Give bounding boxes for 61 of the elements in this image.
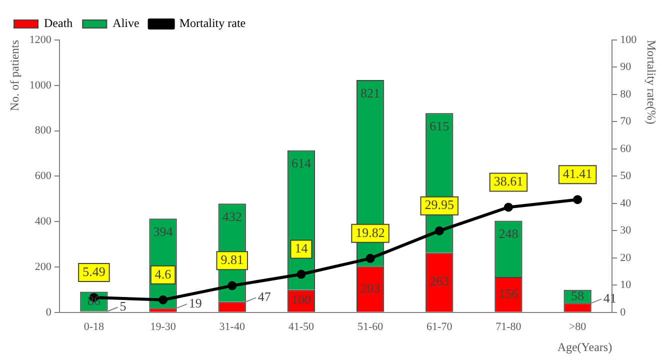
y-tick-label: 600: [34, 170, 52, 182]
data-label: 41.41: [562, 166, 592, 182]
data-label: 263: [430, 274, 450, 289]
y-axis-title: No. of patients: [7, 40, 22, 111]
data-label: 615: [430, 118, 450, 134]
point: [573, 195, 582, 204]
x-axis-title: Age(Years): [557, 340, 612, 354]
legend-label: Death: [44, 16, 73, 30]
data-label: 248: [498, 226, 518, 242]
y2-tick-label: 10: [620, 279, 632, 292]
data-label: 19: [188, 296, 202, 311]
y2-tick-label: 100: [620, 34, 638, 46]
data-label: 432: [222, 209, 242, 224]
data-label: 5.49: [82, 264, 106, 279]
data-label: 58: [571, 288, 584, 303]
y2-tick-label: 80: [620, 88, 632, 100]
x-tick-label: 61-70: [426, 320, 453, 333]
y-tick-label: 0: [46, 306, 52, 318]
point: [228, 281, 237, 290]
y2-tick-label: 40: [620, 197, 632, 210]
y-tick-label: 1000: [29, 79, 52, 92]
x-tick-label: 71-80: [496, 320, 522, 333]
x-tick-label: 51-60: [357, 320, 384, 333]
y2-axis-title: Mortality rate(%): [644, 40, 659, 124]
y2-tick-label: 60: [620, 142, 632, 155]
y-tick-label: 1200: [29, 34, 52, 46]
data-label: 38.61: [494, 174, 524, 189]
y-tick-label: 200: [34, 260, 52, 273]
x-tick-label: 0-18: [84, 320, 105, 333]
data-label: 14: [294, 240, 308, 256]
y-tick-label: 800: [34, 124, 52, 137]
y2-tick-label: 0: [620, 306, 626, 318]
y2-tick-label: 70: [620, 116, 632, 128]
x-tick-label: 31-40: [219, 320, 246, 333]
x-tick-label: 19-30: [150, 320, 176, 333]
data-label: 203: [360, 280, 380, 296]
data-label: 4.6: [154, 266, 172, 282]
data-label: 100: [291, 292, 311, 308]
point: [434, 226, 444, 236]
data-label: 821: [360, 85, 380, 100]
y2-tick-label: 30: [620, 224, 632, 237]
y-tick-label: 400: [34, 215, 52, 228]
data-label: 47: [258, 289, 272, 304]
y2-tick-label: 90: [620, 61, 632, 74]
point: [504, 202, 513, 212]
legend-label: Mortality rate: [179, 16, 246, 30]
data-label: 19.82: [356, 224, 385, 240]
data-label: 394: [153, 224, 174, 240]
data-label: 5: [120, 298, 126, 314]
y2-tick-label: 50: [620, 170, 632, 182]
data-label: 29.95: [424, 197, 454, 212]
x-tick-label: >80: [568, 320, 587, 333]
data-label: 9.81: [220, 252, 244, 268]
x-tick-label: 41-50: [288, 320, 315, 333]
legend-label: Alive: [112, 16, 140, 30]
point: [296, 270, 306, 279]
point: [366, 254, 375, 263]
y2-tick-label: 20: [620, 252, 632, 264]
point: [158, 295, 168, 304]
data-label: 614: [291, 156, 312, 171]
data-label: 156: [498, 286, 519, 301]
